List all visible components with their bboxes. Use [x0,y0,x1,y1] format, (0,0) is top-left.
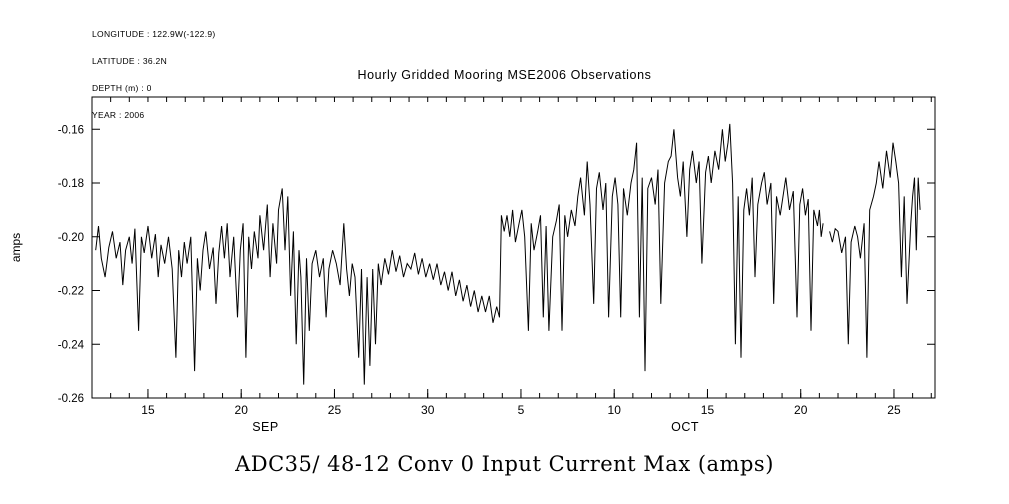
x-tick-label: 20 [235,403,249,417]
chart-canvas: -0.16 -0.18 -0.20 -0.22 -0.24 -0.26 15 20 25 30 5 1… [9,96,936,434]
chart-title: Hourly Gridded Mooring MSE2006 Observati… [357,68,652,82]
series-line [95,123,921,385]
station-metadata: LONGITUDE : 122.9W(-122.9) LATITUDE : 36… [92,12,216,138]
x-tick-label: 30 [421,403,435,417]
x-tick-label: 10 [608,403,622,417]
metadata-latitude: LATITUDE : 36.2N [92,56,168,66]
y-axis-label: amps [9,233,23,262]
y-tick-label: -0.16 [58,124,84,136]
month-label: SEP [252,420,279,434]
x-tick-label: 25 [328,403,342,417]
x-tick-label: 25 [887,403,901,417]
y-tick-label: -0.26 [58,393,84,405]
x-tick-label: 20 [794,403,808,417]
bottom-axis-title: ADC35/ 48-12 Conv 0 Input Current Max (a… [235,452,774,476]
y-tick-label: -0.18 [58,178,84,190]
metadata-year: YEAR : 2006 [92,110,145,120]
y-tick-label: -0.22 [58,286,84,298]
month-label: OCT [671,420,699,434]
y-tick-label: -0.24 [58,339,85,351]
x-tick-label: 15 [701,403,715,417]
x-tick-label: 15 [141,403,155,417]
metadata-longitude: LONGITUDE : 122.9W(-122.9) [92,29,216,39]
plot-border [91,96,936,399]
x-tick-label: 5 [518,403,525,417]
metadata-depth: DEPTH (m) : 0 [92,83,152,93]
y-tick-label: -0.20 [58,232,84,244]
